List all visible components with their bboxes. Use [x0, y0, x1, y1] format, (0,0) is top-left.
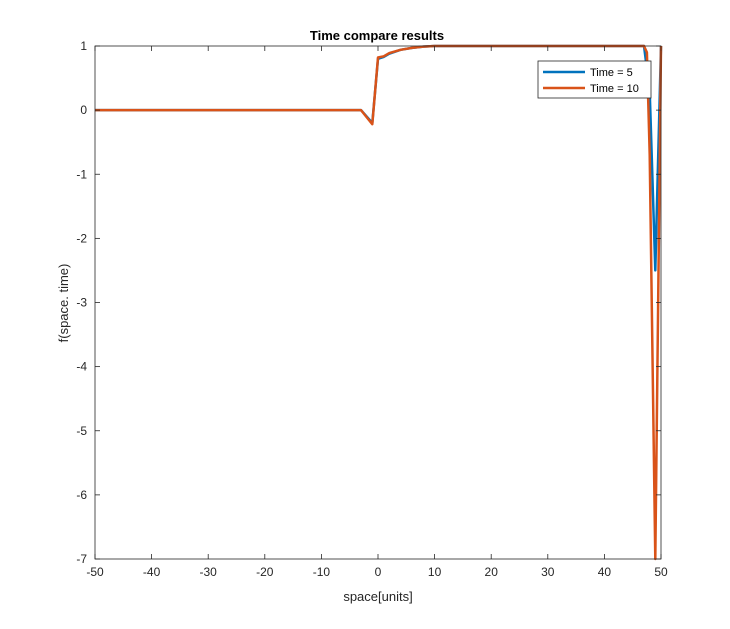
y-tick-label: -4: [76, 360, 87, 374]
x-tick-label: 10: [428, 565, 442, 579]
x-tick-label: 30: [541, 565, 555, 579]
y-tick-label: -1: [76, 167, 87, 181]
x-tick-label: -30: [200, 565, 218, 579]
y-tick-label: -2: [76, 231, 87, 245]
legend-label-time-10: Time = 10: [590, 83, 639, 95]
x-tick-label: -20: [256, 565, 274, 579]
chart-title: Time compare results: [310, 28, 444, 43]
y-axis-label: f(space. time): [56, 264, 71, 343]
y-tick-label: 0: [80, 103, 87, 117]
x-tick-label: 20: [485, 565, 499, 579]
y-tick-label: -6: [76, 488, 87, 502]
x-tick-label: 0: [375, 565, 382, 579]
axes: -50 -40 -30 -20 -10 0 10 20 30 40 5010-1-2-3-4-5-6…: [76, 39, 668, 579]
legend: Time = 5 Time = 10: [537, 60, 652, 99]
y-tick-label: -3: [76, 296, 87, 310]
x-tick-label: -10: [313, 565, 331, 579]
x-tick-label: -50: [86, 565, 104, 579]
y-tick-label: 1: [80, 39, 87, 53]
x-tick-label: 40: [598, 565, 612, 579]
plot-area: [95, 46, 661, 559]
y-tick-label: -7: [76, 552, 87, 566]
x-axis-label: space[units]: [343, 589, 412, 604]
x-tick-label: -40: [143, 565, 161, 579]
y-tick-label: -5: [76, 424, 87, 438]
legend-box: [537, 60, 652, 99]
x-tick-label: 50: [654, 565, 668, 579]
series-line-2: [95, 44, 663, 561]
legend-label-time-5: Time = 5: [590, 67, 633, 79]
